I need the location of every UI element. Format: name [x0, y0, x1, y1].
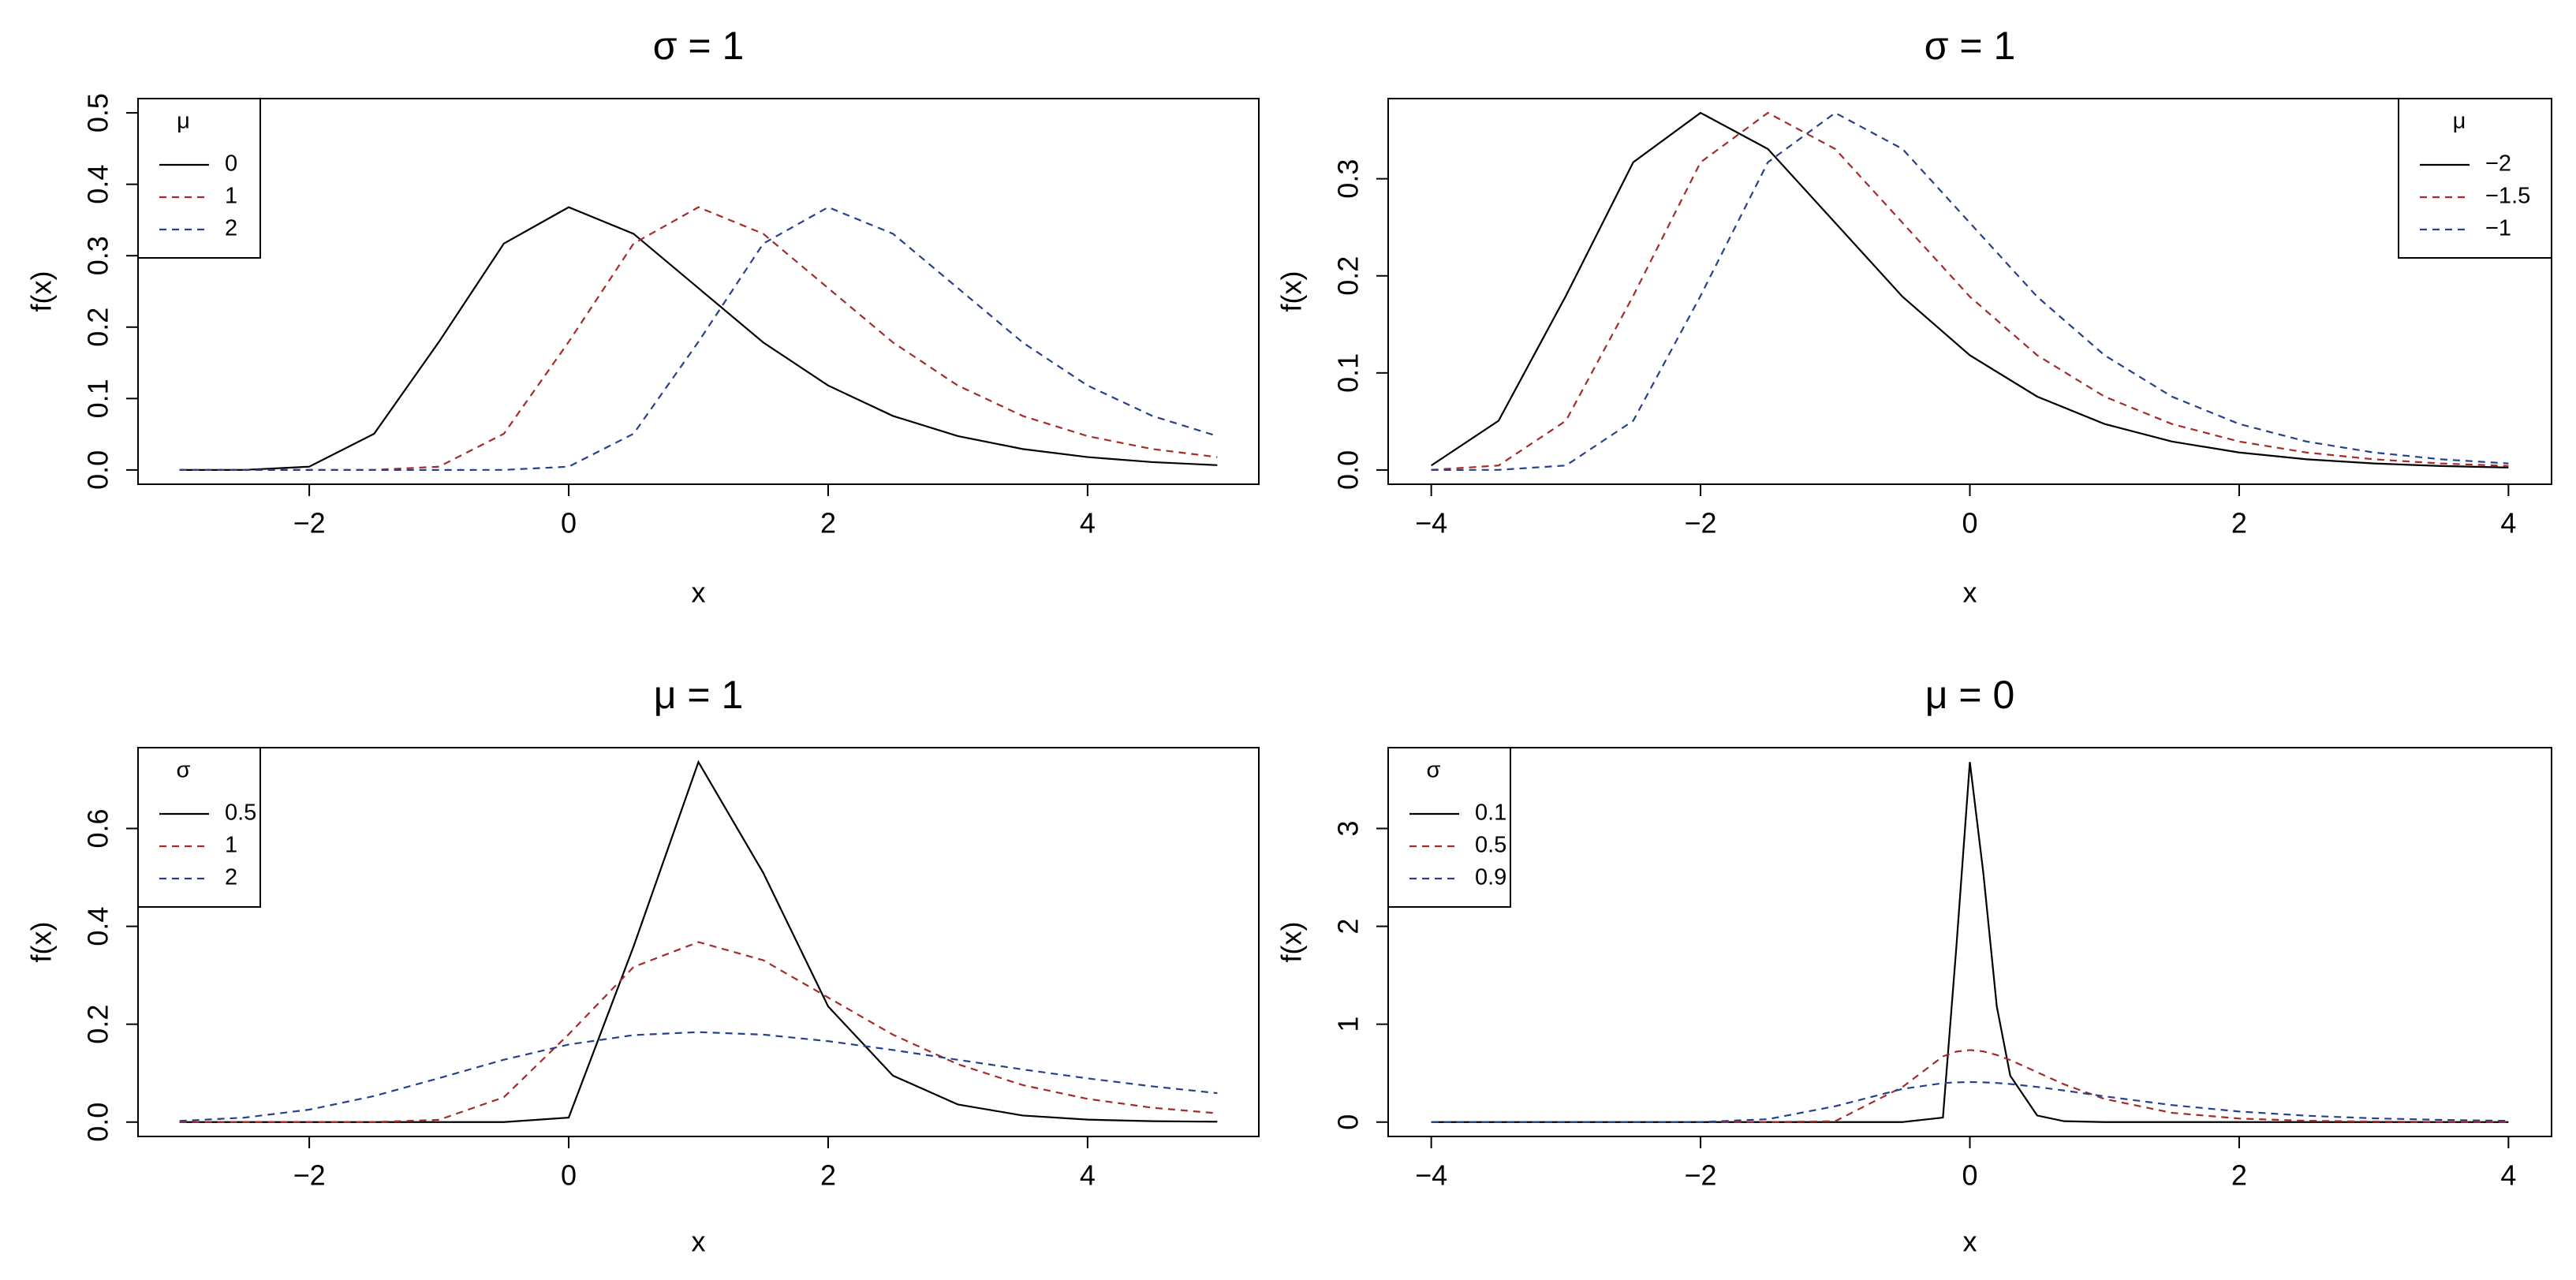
y-tick-label: 1	[1332, 1017, 1365, 1032]
series-line	[1431, 1049, 2509, 1123]
x-tick-label: −2	[293, 507, 326, 539]
x-tick-label: −2	[1685, 507, 1717, 539]
y-tick-label: 0.4	[82, 165, 114, 204]
x-tick-label: 0	[1962, 1159, 1977, 1192]
series-line	[1431, 111, 2509, 472]
series-line	[1431, 111, 2509, 471]
legend-label: 2	[225, 865, 237, 890]
y-tick-label: 0.5	[82, 93, 114, 132]
x-axis-label: x	[1963, 1226, 1977, 1258]
legend-box	[137, 98, 261, 259]
series-line	[179, 206, 1218, 471]
panel-title: σ = 1	[653, 24, 745, 68]
x-tick-label: 0	[561, 1159, 577, 1192]
y-tick-label: 0.3	[1332, 159, 1365, 199]
series-line	[179, 759, 1218, 1123]
legend-label: 1	[225, 833, 237, 858]
legend-title: σ	[1427, 758, 1441, 783]
y-tick-label: 0.2	[1332, 256, 1365, 296]
x-tick-label: −4	[1415, 507, 1447, 539]
panel-title: μ = 0	[1925, 673, 2015, 717]
y-tick-label: 0.6	[82, 808, 114, 848]
plot-box	[137, 747, 1260, 1137]
series-line	[1431, 1080, 2509, 1123]
plot-box	[1387, 747, 2552, 1137]
y-axis-label: f(x)	[1275, 922, 1308, 963]
y-tick-label: 0.3	[82, 236, 114, 275]
legend-label: 0.5	[225, 800, 256, 826]
y-axis-label: f(x)	[1275, 271, 1308, 312]
series-line	[1431, 111, 2509, 468]
plot-box	[1387, 98, 2552, 485]
legend-label: 0.1	[1475, 800, 1506, 826]
x-tick-label: 4	[2500, 507, 2516, 539]
x-tick-label: 4	[1080, 507, 1096, 539]
plot-box	[137, 98, 1260, 485]
legend-label: 2	[225, 216, 237, 241]
y-tick-label: 0.4	[82, 907, 114, 946]
y-tick-label: 0.0	[1332, 450, 1365, 490]
legend-label: −1	[2485, 216, 2511, 241]
y-axis-label: f(x)	[25, 271, 58, 312]
legend-title: σ	[177, 758, 191, 783]
y-tick-label: 3	[1332, 820, 1365, 836]
x-tick-label: −4	[1415, 1159, 1447, 1192]
series-line	[1431, 762, 2509, 1123]
legend-label: 0.9	[1475, 865, 1506, 890]
y-tick-label: 0.1	[1332, 353, 1365, 393]
legend-label: 1	[225, 184, 237, 209]
y-tick-label: 0.0	[82, 450, 114, 490]
series-line	[179, 206, 1218, 471]
legend-box	[137, 747, 261, 908]
y-tick-label: 0	[1332, 1114, 1365, 1130]
legend-label: −2	[2485, 151, 2511, 177]
y-axis-label: f(x)	[25, 922, 58, 963]
x-tick-label: 2	[2231, 507, 2247, 539]
legend-label: −1.5	[2485, 184, 2530, 209]
series-line	[179, 941, 1218, 1123]
series-line	[179, 1031, 1218, 1122]
panel-title: σ = 1	[1925, 24, 2016, 68]
legend-label: 0.5	[1475, 833, 1506, 858]
x-tick-label: −2	[293, 1159, 326, 1192]
x-tick-label: 4	[2500, 1159, 2516, 1192]
x-axis-label: x	[1963, 577, 1977, 609]
y-tick-label: 0.2	[82, 308, 114, 347]
y-tick-label: 0.1	[82, 379, 114, 418]
y-tick-label: 0.0	[82, 1103, 114, 1142]
legend-box	[1387, 747, 1511, 908]
x-tick-label: −2	[1685, 1159, 1717, 1192]
x-tick-label: 2	[820, 1159, 836, 1192]
series-line	[179, 206, 1218, 471]
legend-title: μ	[177, 109, 190, 134]
x-tick-label: 2	[820, 507, 836, 539]
panel-title: μ = 1	[654, 673, 744, 717]
y-tick-label: 2	[1332, 919, 1365, 935]
legend-label: 0	[225, 151, 237, 177]
x-axis-label: x	[692, 1226, 706, 1258]
legend-title: μ	[2453, 109, 2466, 134]
x-tick-label: 0	[561, 507, 577, 539]
x-tick-label: 4	[1080, 1159, 1096, 1192]
legend-box	[2398, 98, 2552, 259]
x-tick-label: 2	[2231, 1159, 2247, 1192]
x-axis-label: x	[692, 577, 706, 609]
y-tick-label: 0.2	[82, 1005, 114, 1044]
x-tick-label: 0	[1962, 507, 1977, 539]
